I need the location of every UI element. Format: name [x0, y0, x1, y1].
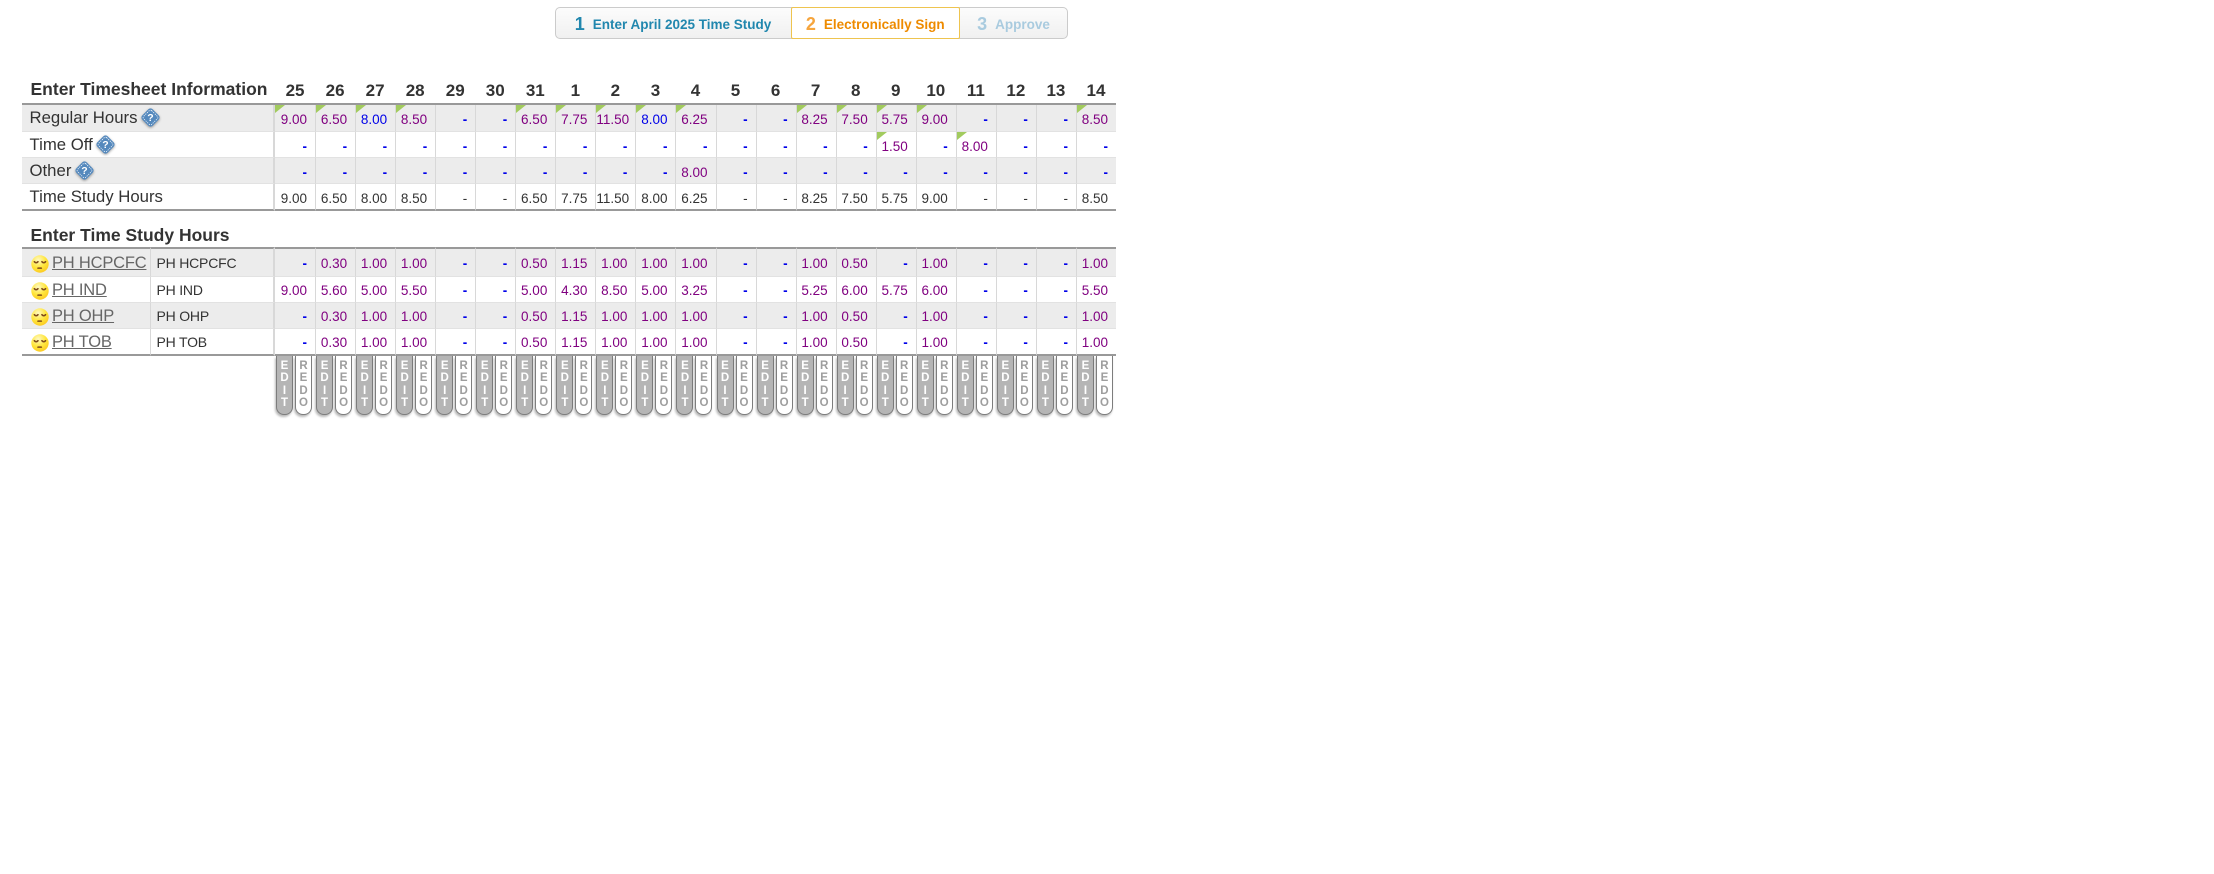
svg-text:?: ? [81, 165, 87, 177]
svg-text:?: ? [147, 112, 153, 124]
svg-text:?: ? [102, 139, 108, 151]
